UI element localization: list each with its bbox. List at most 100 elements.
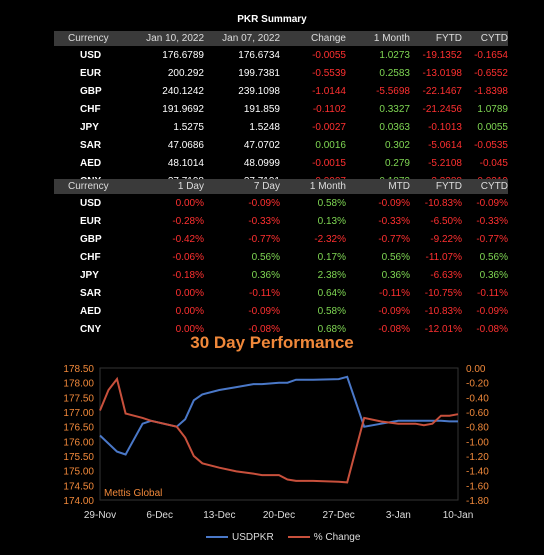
table-cell: -0.42% bbox=[172, 233, 204, 245]
currency-code: CNY bbox=[80, 323, 102, 335]
table-cell: 0.3327 bbox=[379, 103, 410, 115]
table-cell: -0.08% bbox=[476, 323, 508, 335]
table-row: JPY 1.5275 1.5248 -0.0027 0.0363 -0.1013 0.005… bbox=[54, 118, 508, 136]
y-tick-label: 174.50 bbox=[63, 481, 94, 492]
table-cell: -0.0535 bbox=[474, 139, 508, 151]
column-header: 1 Month bbox=[346, 31, 410, 46]
table-cell: -5.2108 bbox=[428, 157, 462, 169]
column-header: Currency bbox=[54, 31, 120, 46]
column-header: 1 Day bbox=[120, 179, 204, 194]
table-cell: 0.302 bbox=[384, 139, 410, 151]
table-cell: -0.77% bbox=[378, 233, 410, 245]
y2-tick-label: -1.60 bbox=[466, 481, 489, 492]
table-cell: 191.859 bbox=[243, 103, 280, 115]
table-cell: -6.63% bbox=[430, 269, 462, 281]
currency-code: GBP bbox=[80, 85, 102, 97]
table-cell: -0.0027 bbox=[312, 121, 346, 133]
table-cell: -12.01% bbox=[424, 323, 462, 335]
x-tick-label: 6-Dec bbox=[146, 510, 173, 521]
table-cell: 0.36% bbox=[251, 269, 280, 281]
currency-code: SAR bbox=[80, 139, 102, 151]
table-cell: 0.64% bbox=[317, 287, 346, 299]
watermark: Mettis Global bbox=[104, 488, 163, 499]
table-cell: -0.0055 bbox=[312, 49, 346, 61]
table-cell: -0.09% bbox=[248, 197, 280, 209]
pct-change-line bbox=[99, 376, 459, 484]
table-cell: -0.18% bbox=[172, 269, 204, 281]
table-cell: -0.09% bbox=[476, 305, 508, 317]
currency-code: USD bbox=[80, 49, 102, 61]
table-cell: -19.1352 bbox=[422, 49, 462, 61]
table-cell: 0.56% bbox=[381, 251, 410, 263]
legend-label: % Change bbox=[313, 532, 361, 543]
y-tick-label: 175.00 bbox=[63, 467, 94, 478]
currency-code: AED bbox=[80, 305, 102, 317]
table-cell: -0.11% bbox=[379, 287, 410, 299]
table-cell: 0.2583 bbox=[379, 67, 410, 79]
table-cell: 1.5275 bbox=[173, 121, 204, 133]
table-cell: -0.09% bbox=[378, 305, 410, 317]
currency-code: JPY bbox=[80, 269, 99, 281]
x-tick-label: 29-Nov bbox=[84, 510, 116, 521]
table-cell: -0.09% bbox=[248, 305, 280, 317]
currency-code: AED bbox=[80, 157, 102, 169]
table-cell: -0.08% bbox=[378, 323, 410, 335]
table-cell: -0.33% bbox=[248, 215, 280, 227]
table-cell: 0.36% bbox=[381, 269, 410, 281]
table-cell: -11.07% bbox=[425, 251, 462, 263]
table-cell: 48.0999 bbox=[243, 157, 280, 169]
column-header: Jan 10, 2022 bbox=[120, 31, 204, 46]
column-header: Jan 07, 2022 bbox=[204, 31, 280, 46]
table-cell: 1.0273 bbox=[379, 49, 410, 61]
x-tick-label: 20-Dec bbox=[263, 510, 295, 521]
table-cell: 0.0363 bbox=[379, 121, 410, 133]
table-cell: -0.09% bbox=[378, 197, 410, 209]
y2-tick-label: -1.00 bbox=[466, 437, 489, 448]
table-cell: -1.0144 bbox=[312, 85, 346, 97]
table-row: CNY 0.00% -0.08% 0.68% -0.08% -12.01% -0.08% bbox=[54, 320, 508, 338]
table-cell: 2.38% bbox=[317, 269, 346, 281]
column-header: 7 Day bbox=[204, 179, 280, 194]
table-cell: 176.6789 bbox=[162, 49, 204, 61]
table-cell: -22.1467 bbox=[422, 85, 462, 97]
table-cell: 0.0016 bbox=[315, 139, 346, 151]
usdpkr-line bbox=[99, 375, 458, 456]
table-cell: -0.11% bbox=[477, 287, 508, 299]
table-cell: -0.0015 bbox=[312, 157, 346, 169]
table-cell: -0.6552 bbox=[474, 67, 508, 79]
table-row: EUR 200.292 199.7381 -0.5539 0.2583 -13.0198-… bbox=[54, 64, 508, 82]
y2-tick-label: -1.40 bbox=[466, 467, 489, 478]
table-cell: -0.1654 bbox=[474, 49, 508, 61]
y-tick-label: 177.50 bbox=[63, 393, 94, 404]
table-cell: 0.279 bbox=[384, 157, 410, 169]
currency-code: EUR bbox=[80, 67, 102, 79]
table-cell: 47.0702 bbox=[243, 139, 280, 151]
table-cell: 0.00% bbox=[175, 305, 204, 317]
table-cell: -21.2456 bbox=[422, 103, 462, 115]
table-cell: -10.75% bbox=[424, 287, 462, 299]
y-tick-label: 174.00 bbox=[63, 496, 94, 507]
y2-tick-label: -1.20 bbox=[466, 452, 489, 463]
table-cell: -6.50% bbox=[430, 215, 462, 227]
summary-title: PKR Summary bbox=[237, 14, 307, 25]
table-cell: -13.0198 bbox=[422, 67, 462, 79]
table-cell: -0.11% bbox=[249, 287, 280, 299]
table-cell: 1.5248 bbox=[249, 121, 280, 133]
table-row: AED 48.1014 48.0999 -0.0015 0.279 -5.2108 -0.0… bbox=[54, 154, 508, 172]
table-row: SAR 47.0686 47.0702 0.0016 0.302 -5.0614 -0.05… bbox=[54, 136, 508, 154]
table-cell: -10.83% bbox=[424, 305, 462, 317]
legend-pct-change: % Change bbox=[287, 532, 361, 543]
table-cell: 0.58% bbox=[317, 197, 346, 209]
y-tick-label: 177.00 bbox=[63, 408, 94, 419]
table-header-row: Currency 1 Day 7 Day 1 Month MTD FYTD CYTD bbox=[54, 179, 508, 194]
x-tick-label: 10-Jan bbox=[443, 510, 474, 521]
column-header: Currency bbox=[54, 179, 120, 194]
table-cell: 0.17% bbox=[317, 251, 346, 263]
y2-tick-label: -0.20 bbox=[466, 379, 489, 390]
column-header: Change bbox=[280, 31, 346, 46]
table-cell: 0.68% bbox=[317, 323, 346, 335]
table-row: USD 0.00% -0.09% 0.58% -0.09% -10.83% -0.09% bbox=[54, 194, 508, 212]
table-cell: -0.06% bbox=[172, 251, 204, 263]
currency-code: USD bbox=[80, 197, 102, 209]
